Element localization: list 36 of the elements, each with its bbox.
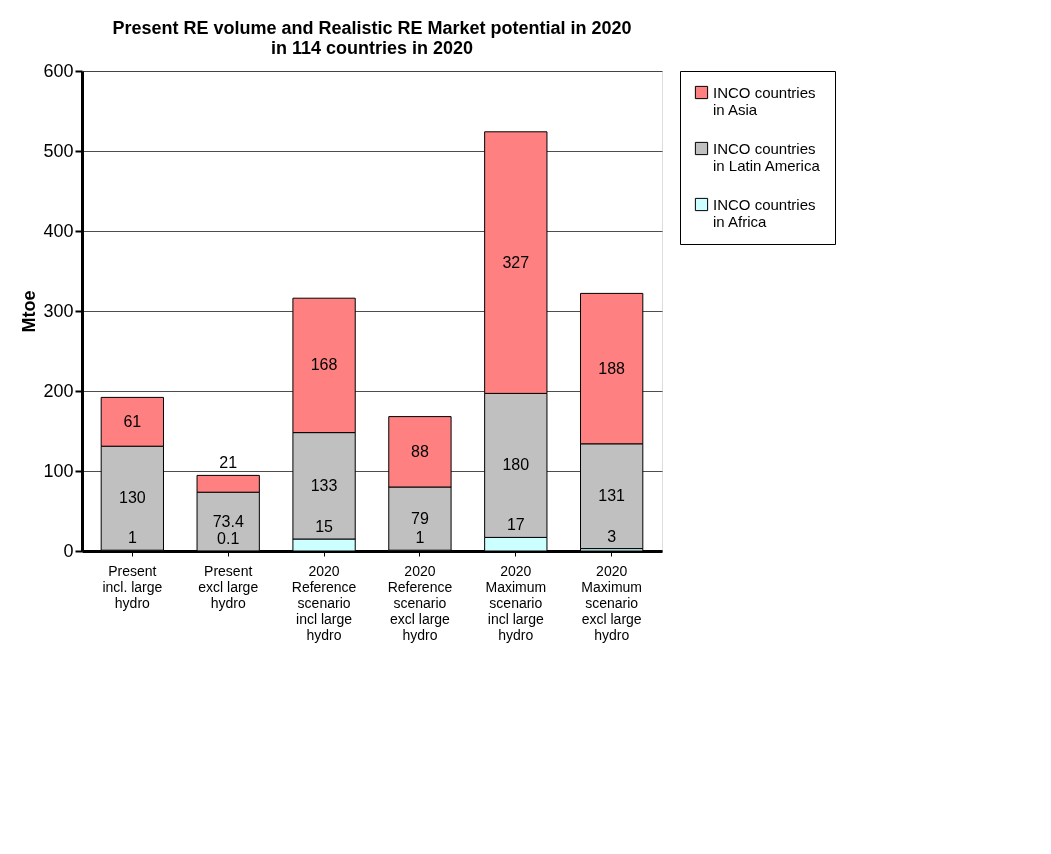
- data-label: 168: [310, 356, 338, 374]
- y-tick-label: 100: [43, 460, 74, 481]
- legend-label: INCO countries in Africa: [713, 195, 816, 230]
- data-label: 130: [118, 489, 146, 507]
- data-label: 61: [123, 412, 142, 430]
- data-label: 79: [411, 509, 429, 527]
- data-label: 0.1: [217, 529, 240, 547]
- y-tick-label: 0: [63, 540, 74, 561]
- legend-label: INCO countries in Latin America: [713, 139, 821, 174]
- x-tick-label: 2020 Reference scenario excl large hydro: [387, 562, 453, 643]
- data-label: 131: [598, 487, 626, 505]
- data-label: 15: [315, 518, 334, 535]
- data-label: 188: [598, 359, 626, 377]
- y-axis-title: Mtoe: [19, 290, 40, 333]
- x-tick-label: Present incl. large hydro: [102, 562, 163, 611]
- y-tick-label: 400: [43, 220, 74, 241]
- data-label: 1: [127, 529, 137, 547]
- data-label: 21: [219, 454, 238, 472]
- data-label: 73.4: [212, 512, 244, 530]
- data-label: 3: [607, 527, 617, 545]
- x-tick-label: 2020 Maximum scenario excl large hydro: [581, 562, 643, 643]
- data-label: 327: [502, 253, 530, 271]
- x-tick-label: Present excl large hydro: [198, 562, 259, 611]
- data-label: 88: [411, 442, 429, 460]
- y-tick-label: 500: [43, 140, 74, 161]
- chart-title: Present RE volume and Realistic RE Market potential in 2020 in 114 countries in 2020: [112, 18, 632, 58]
- data-label: 180: [502, 456, 530, 474]
- y-tick-label: 300: [43, 300, 74, 321]
- legend-label: INCO countries in Asia: [713, 83, 816, 118]
- data-label: 1: [415, 529, 425, 547]
- x-tick-label: 2020 Reference scenario incl large hydro: [291, 562, 357, 643]
- data-label: 133: [310, 476, 338, 494]
- x-tick-label: 2020 Maximum scenario incl large hydro: [485, 562, 547, 643]
- y-tick-label: 600: [43, 60, 74, 81]
- data-label: 17: [506, 516, 525, 534]
- y-tick-label: 200: [43, 380, 74, 401]
